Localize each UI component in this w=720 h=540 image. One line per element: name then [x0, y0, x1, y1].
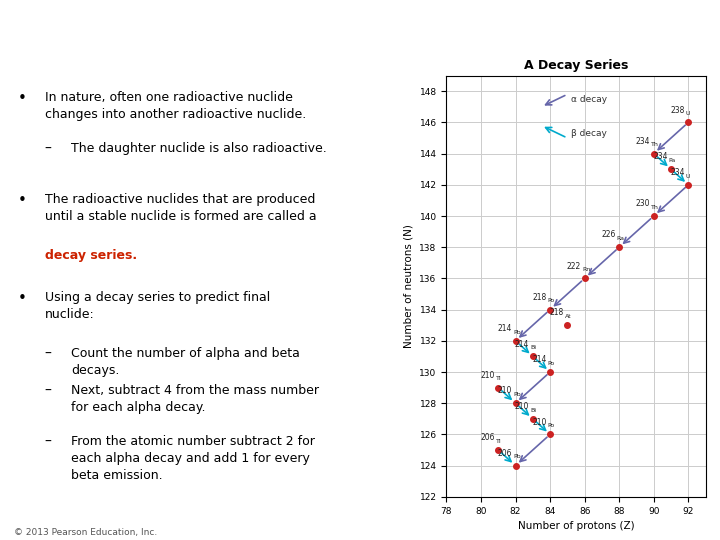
- Text: U: U: [685, 111, 690, 116]
- Text: 238: 238: [670, 106, 685, 114]
- Text: Po: Po: [547, 361, 554, 366]
- Text: U: U: [685, 173, 690, 179]
- Text: 210: 210: [498, 387, 512, 395]
- Text: 210: 210: [532, 417, 546, 427]
- Text: –: –: [45, 347, 52, 361]
- Y-axis label: Number of neutrons (N): Number of neutrons (N): [404, 224, 414, 348]
- Text: 210: 210: [480, 371, 495, 380]
- Text: In nature, often one radioactive nuclide
changes into another radioactive nuclid: In nature, often one radioactive nuclide…: [45, 91, 306, 121]
- Text: Bi: Bi: [530, 408, 536, 413]
- Text: 234: 234: [653, 152, 667, 161]
- Text: At: At: [564, 314, 572, 319]
- Text: Pa: Pa: [668, 158, 675, 163]
- Text: Po: Po: [547, 423, 554, 428]
- Text: From the atomic number subtract 2 for
each alpha decay and add 1 for every
beta : From the atomic number subtract 2 for ea…: [71, 435, 315, 482]
- Text: Decay Series: Decay Series: [14, 12, 235, 42]
- Text: The radioactive nuclides that are produced
until a stable nuclide is formed are : The radioactive nuclides that are produc…: [45, 193, 316, 224]
- Text: Bi: Bi: [530, 345, 536, 350]
- Text: 218: 218: [549, 308, 564, 318]
- Text: © 2013 Pearson Education, Inc.: © 2013 Pearson Education, Inc.: [14, 528, 158, 537]
- Text: Th: Th: [651, 205, 659, 210]
- Text: 206: 206: [498, 449, 512, 458]
- Text: 230: 230: [636, 199, 650, 208]
- Text: Count the number of alpha and beta
decays.: Count the number of alpha and beta decay…: [71, 347, 300, 376]
- X-axis label: Number of protons (Z): Number of protons (Z): [518, 521, 634, 531]
- Text: 214: 214: [532, 355, 546, 364]
- Text: –: –: [45, 142, 52, 156]
- Text: Pb: Pb: [513, 454, 521, 460]
- Text: –: –: [45, 384, 52, 398]
- Text: 234: 234: [636, 137, 650, 146]
- Text: Pb: Pb: [513, 392, 521, 397]
- Text: –: –: [45, 435, 52, 449]
- Text: 234: 234: [670, 168, 685, 177]
- Text: β decay: β decay: [571, 129, 607, 138]
- Text: The daughter nuclide is also radioactive.: The daughter nuclide is also radioactive…: [71, 142, 327, 155]
- Text: Ra: Ra: [616, 236, 625, 241]
- Text: Tl: Tl: [495, 376, 501, 381]
- Text: decay series.: decay series.: [45, 249, 137, 262]
- Text: 226: 226: [601, 231, 616, 239]
- Text: Po: Po: [547, 299, 554, 303]
- Text: Pb: Pb: [513, 329, 521, 335]
- Text: 210: 210: [515, 402, 529, 411]
- Text: Rn: Rn: [582, 267, 590, 272]
- Text: Tl: Tl: [495, 439, 501, 444]
- Text: 218: 218: [532, 293, 546, 302]
- Text: 206: 206: [480, 433, 495, 442]
- Text: Next, subtract 4 from the mass number
for each alpha decay.: Next, subtract 4 from the mass number fo…: [71, 384, 320, 414]
- Text: 214: 214: [515, 340, 529, 349]
- Text: 214: 214: [498, 324, 512, 333]
- Text: •: •: [18, 291, 27, 306]
- Text: α decay: α decay: [571, 94, 607, 104]
- Text: •: •: [18, 91, 27, 106]
- Text: 222: 222: [567, 261, 581, 271]
- Text: Th: Th: [651, 143, 659, 147]
- Text: Using a decay series to predict final
nuclide:: Using a decay series to predict final nu…: [45, 291, 270, 321]
- Title: A Decay Series: A Decay Series: [524, 59, 628, 72]
- Text: •: •: [18, 193, 27, 208]
